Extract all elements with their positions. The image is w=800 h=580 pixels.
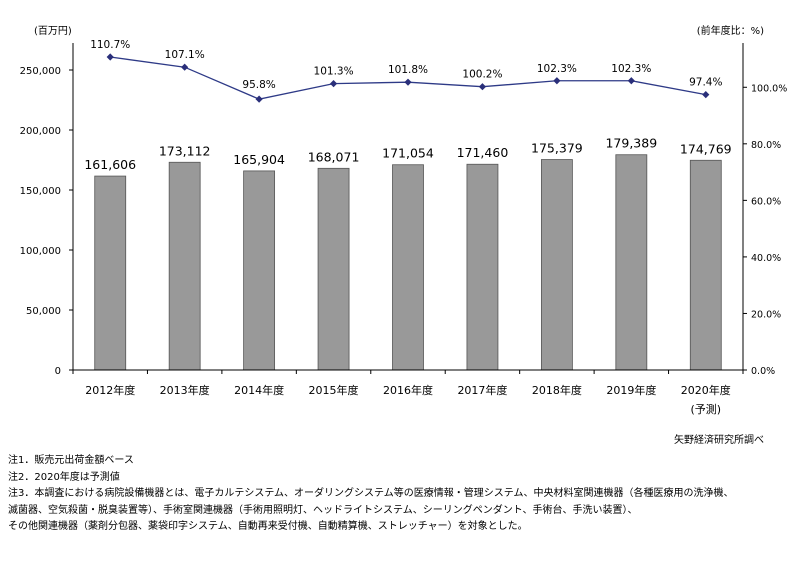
growth-value-label: 101.3% bbox=[314, 66, 354, 78]
left-tick-label: 250,000 bbox=[20, 66, 61, 77]
note-line: 滅菌器、空気殺菌・脱臭装置等）、手術室関連機器（手術用照明灯、ヘッドライトシステ… bbox=[8, 504, 638, 516]
bar bbox=[94, 175, 127, 371]
bar-value-label: 168,071 bbox=[308, 149, 360, 164]
right-tick-label: 40.0% bbox=[751, 253, 781, 264]
growth-value-label: 101.8% bbox=[388, 64, 428, 76]
note-line: 注3．本調査における病院設備機器とは、電子カルテシステム、オーダリングシステム等… bbox=[8, 488, 734, 499]
bar bbox=[392, 164, 424, 371]
bar bbox=[540, 159, 573, 371]
x-tick-label: 2015年度 bbox=[309, 383, 359, 397]
growth-value-label: 110.7% bbox=[90, 39, 130, 51]
right-tick-label: 60.0% bbox=[751, 196, 781, 207]
left-axis: 0 50,000 100,000 150,000 200,000 250,000 bbox=[20, 43, 74, 377]
bar-value-label: 161,606 bbox=[84, 157, 136, 172]
bar-value-label: 173,112 bbox=[159, 143, 211, 158]
bar-value-label: 165,904 bbox=[233, 152, 285, 167]
growth-point bbox=[106, 53, 114, 61]
right-axis-unit-label: (前年度比：%) bbox=[696, 26, 764, 37]
growth-point bbox=[404, 78, 412, 86]
bar-value-label: 175,379 bbox=[531, 141, 583, 156]
notes-block: 注1．販売元出荷金額ベース 注2．2020年度は予測値 注3．本調査における病院… bbox=[8, 453, 733, 536]
bar-value-label: 179,389 bbox=[605, 136, 657, 151]
x-tick-label: 2014年度 bbox=[234, 383, 284, 397]
left-axis-unit-label: (百万円) bbox=[34, 26, 72, 37]
x-tick-label: 2019年度 bbox=[606, 383, 656, 397]
growth-point bbox=[255, 95, 263, 103]
growth-point bbox=[553, 77, 561, 85]
growth-point bbox=[702, 91, 710, 99]
left-tick-label: 50,000 bbox=[26, 306, 61, 317]
bar-value-label: 171,054 bbox=[382, 146, 434, 161]
x-tick-label: 2012年度 bbox=[85, 383, 135, 397]
growth-value-label: 100.2% bbox=[462, 69, 502, 81]
growth-value-label: 107.1% bbox=[165, 49, 205, 61]
growth-point bbox=[627, 77, 635, 85]
right-tick-label: 0.0% bbox=[751, 366, 775, 377]
note-line: 注2．2020年度は予測値 bbox=[8, 471, 120, 483]
x-tick-label: 2017年度 bbox=[457, 383, 507, 397]
bar bbox=[168, 161, 201, 371]
line-series: 110.7% 107.1% 95.8% 101.3% 101.8% 100.2% 102.3… bbox=[90, 39, 722, 103]
bar bbox=[615, 154, 648, 371]
growth-value-label: 102.3% bbox=[611, 63, 651, 75]
bar-value-label: 171,460 bbox=[457, 145, 509, 160]
right-tick-label: 80.0% bbox=[751, 140, 781, 151]
right-tick-label: 100.0% bbox=[751, 83, 787, 94]
left-tick-label: 0 bbox=[55, 366, 61, 377]
chart: 0 50,000 100,000 150,000 200,000 250,000 0.0%… bbox=[20, 39, 788, 416]
right-tick-label: 20.0% bbox=[751, 309, 781, 320]
x-tick-label: 2016年度 bbox=[383, 383, 433, 397]
growth-point bbox=[181, 63, 189, 71]
left-tick-label: 150,000 bbox=[20, 186, 61, 197]
source-credit: 矢野経済研究所調べ bbox=[674, 435, 764, 446]
x-tick-label: 2013年度 bbox=[160, 383, 210, 397]
x-tick-label: 2020年度 bbox=[681, 383, 731, 397]
bar bbox=[466, 163, 499, 371]
bar bbox=[689, 159, 722, 371]
right-axis: 0.0% 20.0% 40.0% 60.0% 80.0% 100.0% bbox=[742, 43, 787, 377]
bar-series: 161,606 173,112 165,904 168,071 171,054 171,4… bbox=[84, 136, 732, 371]
growth-value-label: 102.3% bbox=[537, 63, 577, 75]
x-axis: 2012年度 2013年度 2014年度 2015年度 2016年度 2017年度 2018… bbox=[72, 369, 744, 416]
x-tick-note: (予測) bbox=[690, 402, 721, 416]
growth-point bbox=[329, 79, 338, 88]
x-tick-label: 2018年度 bbox=[532, 383, 582, 397]
bar bbox=[243, 170, 276, 371]
bar bbox=[317, 167, 350, 371]
note-line: 注1．販売元出荷金額ベース bbox=[8, 455, 134, 466]
growth-point bbox=[478, 83, 487, 91]
left-tick-label: 200,000 bbox=[20, 126, 61, 137]
left-tick-label: 100,000 bbox=[20, 246, 61, 257]
growth-value-label: 97.4% bbox=[689, 77, 722, 89]
growth-value-label: 95.8% bbox=[242, 79, 275, 91]
bar-value-label: 174,769 bbox=[680, 141, 732, 156]
note-line: その他関連機器（薬剤分包器、薬袋印字システム、自動再来受付機、自動精算機、ストレ… bbox=[8, 521, 528, 532]
